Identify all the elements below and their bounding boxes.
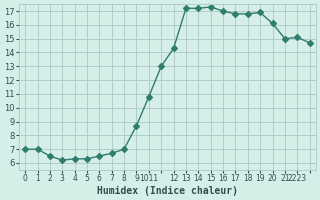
X-axis label: Humidex (Indice chaleur): Humidex (Indice chaleur)	[97, 186, 238, 196]
